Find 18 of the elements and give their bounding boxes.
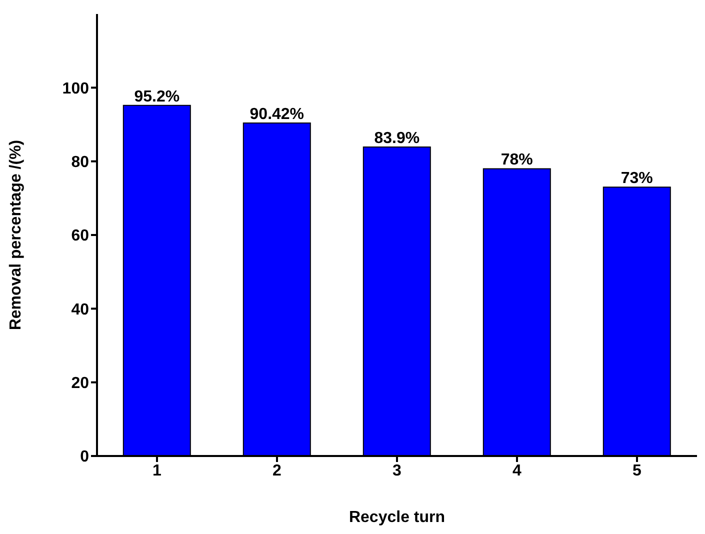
x-axis-title: Recycle turn	[348, 509, 446, 526]
data-label: 73%	[620, 170, 653, 188]
y-tick-label: 60	[71, 228, 90, 245]
y-tick-label: 100	[62, 80, 90, 98]
x-tick-label: 1	[152, 462, 162, 480]
x-tick-label: 3	[392, 462, 402, 480]
y-tick-label: 20	[71, 375, 90, 392]
data-label: 95.2%	[134, 88, 180, 106]
y-tick-label: 40	[71, 301, 90, 318]
data-label: 78%	[500, 152, 533, 169]
y-tick-label: 0	[80, 448, 90, 466]
x-tick-label: 2	[272, 462, 282, 480]
y-tick-label: 80	[71, 154, 90, 172]
data-label: 83.9%	[374, 130, 420, 147]
x-tick-label: 4	[512, 462, 522, 480]
y-axis-title: Removal percentage /(%)	[8, 140, 25, 330]
x-tick-label: 5	[632, 462, 642, 480]
data-label: 90.42%	[250, 106, 304, 123]
